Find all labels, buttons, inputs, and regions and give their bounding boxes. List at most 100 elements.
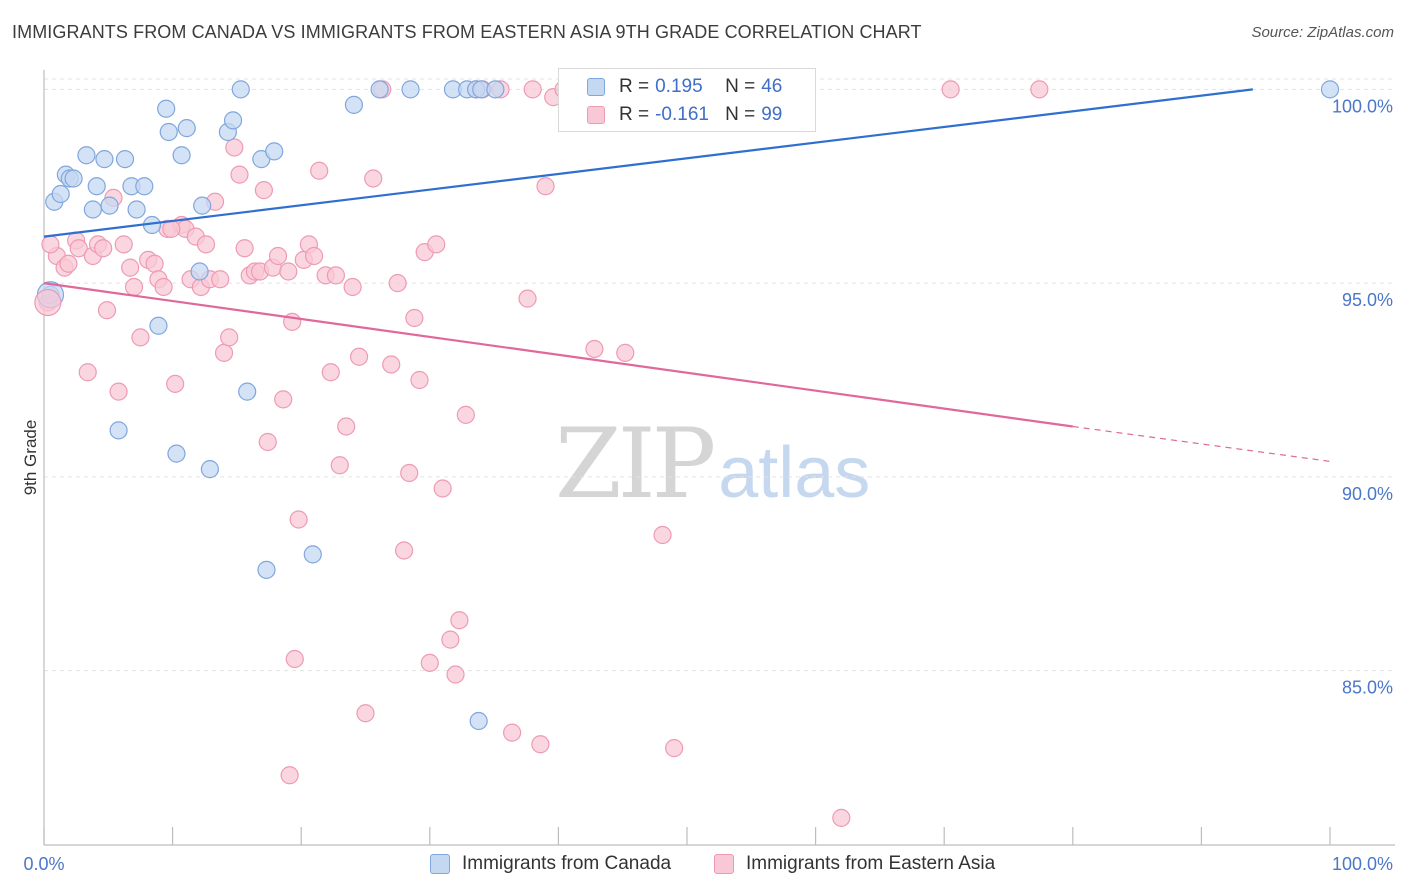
point-asia [220, 328, 239, 347]
x-tick-label-max: 100.0% [1332, 854, 1393, 874]
watermark: ZIPatlas [555, 408, 870, 520]
point-asia [585, 339, 604, 359]
point-canada [469, 711, 488, 731]
point-asia [154, 277, 173, 297]
point-asia [446, 665, 465, 684]
point-asia [304, 246, 324, 266]
point-asia [665, 739, 684, 758]
point-canada [77, 146, 96, 165]
point-asia [41, 235, 60, 254]
point-asia [330, 456, 349, 475]
point-canada [87, 177, 106, 196]
point-asia [420, 653, 439, 672]
point-asia [531, 735, 550, 754]
point-asia [254, 181, 274, 200]
point-asia [109, 382, 128, 401]
point-asia [97, 301, 117, 320]
point-asia [1030, 80, 1049, 99]
source-credit: Source: ZipAtlas.com [1251, 24, 1394, 41]
point-canada [135, 177, 154, 196]
legend-r-label: R = [619, 76, 650, 97]
point-asia [59, 254, 78, 273]
point-asia [400, 463, 419, 483]
point-canada [172, 146, 191, 165]
point-asia [653, 525, 672, 545]
legend-swatch-canada [430, 854, 450, 874]
point-canada [95, 150, 114, 169]
point-canada [190, 262, 209, 281]
point-asia [536, 177, 555, 196]
point-asia [211, 270, 230, 289]
point-canada [223, 111, 243, 130]
point-asia [94, 239, 113, 258]
point-asia [258, 432, 277, 452]
point-asia [124, 277, 144, 297]
point-asia [196, 235, 216, 254]
point-asia [382, 355, 401, 374]
point-asia [427, 235, 446, 254]
point-canada [109, 421, 128, 440]
y-tick-label: 90.0% [1342, 484, 1393, 504]
point-canada [257, 560, 276, 579]
point-asia [326, 266, 346, 285]
point-asia [285, 649, 304, 669]
point-asia [310, 161, 329, 180]
legend-r-value-canada: 0.195 [655, 76, 703, 97]
trendline-asia [43, 282, 1073, 428]
legend-r-label: R = [619, 104, 650, 125]
point-canada [1320, 80, 1340, 99]
point-asia [69, 239, 88, 258]
legend-label-asia: Immigrants from Eastern Asia [746, 853, 996, 874]
point-canada [200, 460, 219, 479]
point-canada [231, 80, 250, 99]
point-asia [235, 239, 254, 258]
point-canada [370, 80, 389, 99]
point-asia [279, 262, 298, 281]
point-asia [456, 405, 475, 424]
point-canada [64, 169, 83, 188]
legend-item-asia[interactable]: Immigrants from Eastern Asia [714, 853, 995, 875]
legend-row-asia: R = -0.161 N = 99 [559, 101, 782, 129]
legend-r-value-asia: -0.161 [655, 104, 709, 125]
point-asia [289, 510, 308, 529]
point-asia [214, 343, 234, 362]
legend-item-canada[interactable]: Immigrants from Canada [430, 853, 671, 875]
point-asia [518, 289, 537, 308]
point-canada [265, 142, 284, 161]
legend-n-label: N = [725, 104, 756, 125]
watermark-zip: ZIP [555, 408, 716, 520]
legend-swatch-canada [587, 78, 605, 96]
point-asia [145, 254, 164, 273]
legend-n-value-canada: 46 [761, 76, 783, 97]
legend-n-value-asia: 99 [761, 104, 783, 125]
point-canada [238, 382, 257, 401]
point-canada [83, 200, 102, 219]
trendline-asia-extrapolated [1072, 425, 1331, 462]
point-asia [441, 630, 460, 649]
point-asia [941, 80, 960, 99]
point-canada [486, 80, 505, 99]
series-legend: Immigrants from Canada Immigrants from E… [0, 853, 1406, 877]
point-asia [349, 347, 369, 366]
y-tick-label: 85.0% [1342, 678, 1393, 698]
legend-swatch-asia [587, 106, 605, 124]
legend-label-canada: Immigrants from Canada [462, 853, 672, 874]
point-canada [157, 99, 176, 118]
x-tick-label-min: 0.0% [23, 854, 64, 874]
point-asia [274, 390, 293, 409]
point-asia [343, 277, 362, 297]
point-asia [364, 169, 383, 188]
point-asia [450, 611, 469, 630]
point-canada [193, 196, 212, 215]
watermark-atlas: atlas [718, 433, 871, 513]
point-asia [321, 363, 340, 382]
point-asia [230, 165, 249, 184]
legend-n-label: N = [725, 76, 756, 97]
point-asia [433, 479, 452, 498]
point-asia [337, 417, 356, 436]
point-asia-cluster [34, 288, 62, 317]
correlation-legend: R = 0.195 N = 46 R = -0.161 N = 99 [558, 68, 816, 132]
point-asia [394, 541, 414, 560]
point-asia [405, 308, 424, 328]
point-asia [268, 246, 288, 266]
